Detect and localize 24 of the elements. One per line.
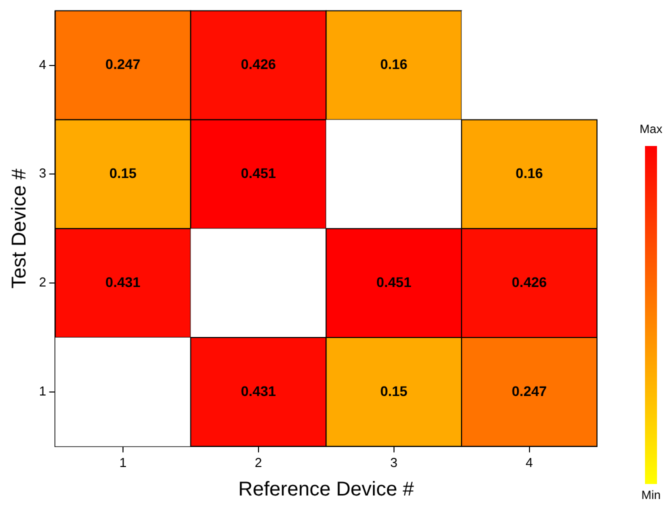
y-tick-label: 3	[38, 166, 46, 181]
data-label: 0.16	[516, 165, 544, 182]
data-label: 0.15	[109, 165, 137, 182]
data-label: 0.15	[380, 382, 408, 399]
data-label: 0.431	[105, 274, 141, 290]
data-label: 0.426	[240, 56, 276, 72]
data-label: 0.247	[512, 382, 548, 399]
x-tick-label: 4	[526, 454, 533, 470]
y-axis-title: Test Device #	[8, 168, 31, 289]
data-label: 0.431	[240, 382, 276, 399]
x-tick-label: 1	[119, 454, 127, 470]
data-label: 0.247	[105, 56, 141, 72]
data-label: 0.426	[512, 274, 548, 290]
x-axis-title: Reference Device #	[238, 478, 415, 501]
x-tick-label: 2	[254, 454, 262, 470]
y-tick-label: 2	[38, 274, 46, 290]
data-label: 0.451	[240, 165, 276, 182]
data-label: 0.451	[376, 274, 412, 290]
data-label: 0.16	[380, 56, 408, 72]
y-tick-label: 4	[38, 56, 46, 72]
text: Max	[638, 122, 664, 136]
text: Min	[640, 488, 662, 502]
y-tick-label: 1	[38, 384, 46, 399]
x-tick-label: 3	[390, 454, 398, 470]
